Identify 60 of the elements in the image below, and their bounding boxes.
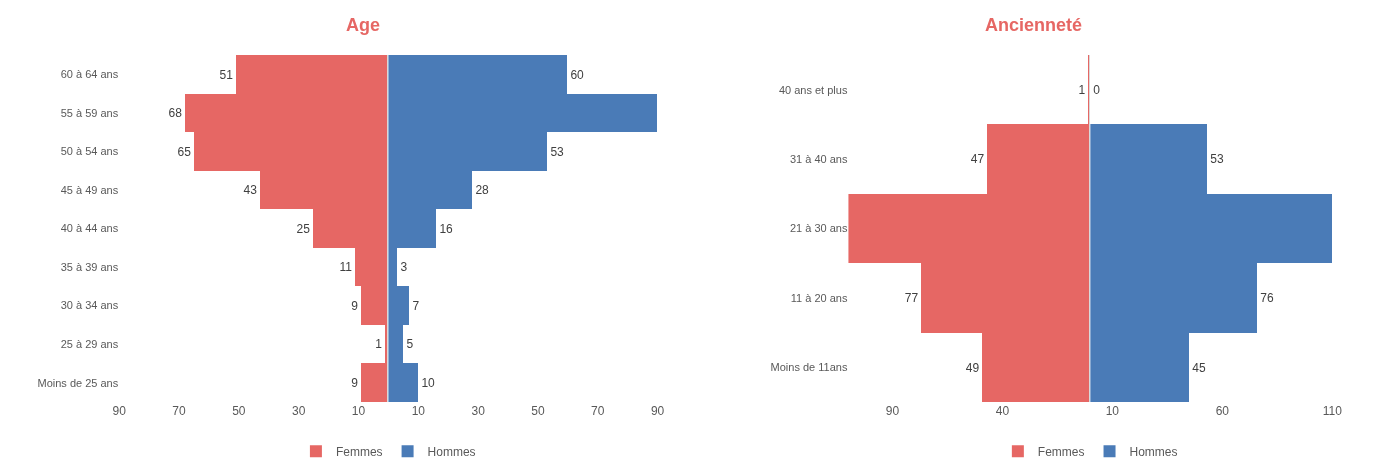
data-label: 9 xyxy=(351,375,359,390)
data-label: 76 xyxy=(1260,291,1275,305)
data-label: 0 xyxy=(1093,82,1101,97)
x-tick-label: 70 xyxy=(591,404,605,418)
data-label: 28 xyxy=(475,183,490,197)
data-label: 16 xyxy=(439,221,454,236)
data-label: 11 xyxy=(339,260,353,274)
legend-label: Hommes xyxy=(427,444,476,459)
data-label: 68 xyxy=(168,106,183,120)
x-tick-label: 90 xyxy=(885,404,900,418)
y-tick-label: 45 à 49 ans xyxy=(60,183,119,196)
data-label: 60 xyxy=(570,67,585,82)
data-label: 45 xyxy=(1192,360,1207,375)
data-label: 7 xyxy=(412,298,420,313)
data-label: 53 xyxy=(550,144,565,159)
y-tick-label: 55 à 59 ans xyxy=(60,106,119,119)
legend-label: Hommes xyxy=(1129,444,1178,459)
x-tick-label: 30 xyxy=(292,404,306,418)
y-tick-label: 40 à 44 ans xyxy=(60,222,119,235)
x-tick-label: 60 xyxy=(1215,404,1230,418)
data-label: 5 xyxy=(406,337,414,351)
x-tick-label: 10 xyxy=(411,404,426,418)
y-tick-label: Moins de 25 ans xyxy=(37,376,119,389)
data-label: 1 xyxy=(1078,82,1086,97)
x-tick-label: 50 xyxy=(531,404,545,418)
y-tick-label: 25 à 29 ans xyxy=(60,338,119,351)
x-tick-label: 110 xyxy=(1322,404,1343,418)
data-label: 49 xyxy=(965,360,980,375)
data-label: 10 xyxy=(421,375,436,390)
y-tick-label: Moins de 11ans xyxy=(770,361,848,374)
x-tick-label: 10 xyxy=(1105,404,1120,418)
y-tick-label: 21 à 30 ans xyxy=(789,222,848,235)
y-tick-label: 11 à 20 ans xyxy=(790,291,848,304)
data-label: 47 xyxy=(970,152,985,166)
x-tick-label: 70 xyxy=(172,404,187,418)
y-tick-label: 31 à 40 ans xyxy=(789,152,848,165)
y-tick-label: 30 à 34 ans xyxy=(60,299,119,312)
legend-label: Femmes xyxy=(335,444,383,459)
x-tick-label: 90 xyxy=(650,404,665,418)
data-label: 65 xyxy=(177,144,192,159)
y-tick-label: 35 à 39 ans xyxy=(60,260,119,273)
data-label: 51 xyxy=(219,67,234,82)
data-label: 3 xyxy=(400,260,408,274)
x-tick-label: 50 xyxy=(232,404,246,418)
data-label: 53 xyxy=(1210,152,1225,166)
y-tick-label: 50 à 54 ans xyxy=(60,145,119,158)
x-tick-label: 40 xyxy=(995,404,1010,418)
data-label: 1 xyxy=(375,337,383,351)
data-label: 25 xyxy=(296,221,311,236)
chart-title: Age xyxy=(346,15,381,35)
y-tick-label: 60 à 64 ans xyxy=(60,68,119,81)
x-tick-label: 30 xyxy=(471,404,486,418)
chart-title: Ancienneté xyxy=(985,15,1083,35)
y-tick-label: 40 ans et plus xyxy=(778,83,848,96)
x-tick-label: 90 xyxy=(112,404,127,418)
x-tick-label: 10 xyxy=(351,404,366,418)
data-label: 9 xyxy=(351,298,359,313)
data-label: 43 xyxy=(243,183,258,197)
legend-label: Femmes xyxy=(1037,444,1085,459)
data-label: 77 xyxy=(904,291,919,305)
